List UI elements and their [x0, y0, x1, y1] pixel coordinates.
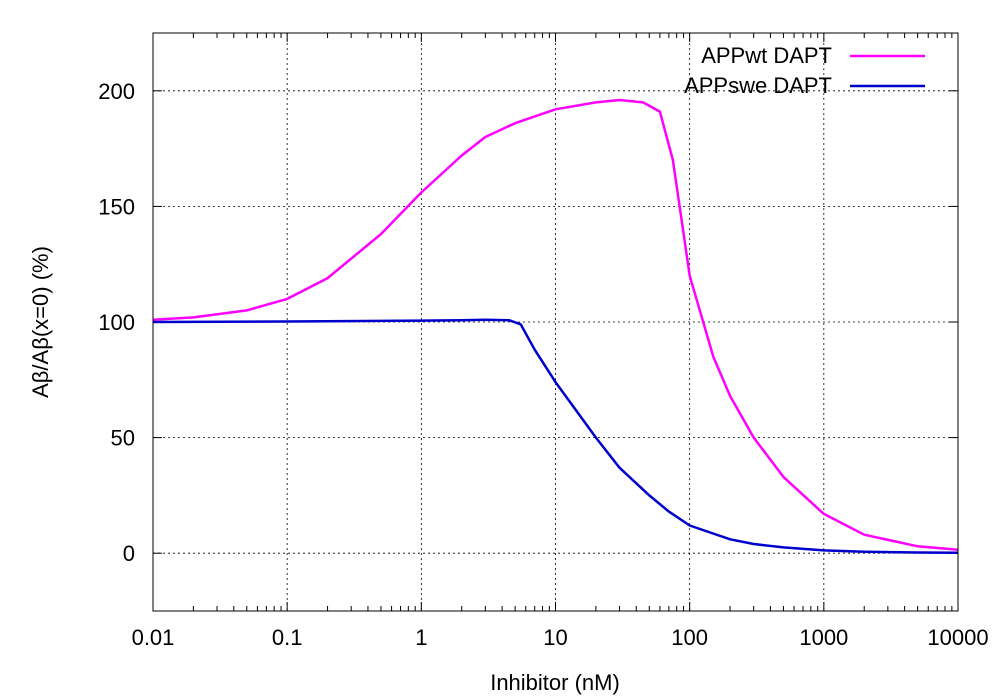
legend-label-appswe: APPswe DAPT — [684, 73, 832, 98]
y-tick-label: 100 — [98, 310, 135, 335]
y-axis-label: Aβ/Aβ(x=0) (%) — [28, 246, 53, 398]
legend-label-appwt: APPwt DAPT — [701, 43, 832, 68]
legend-entry-appwt: APPwt DAPT — [701, 43, 925, 68]
x-tick-label: 10 — [543, 625, 567, 650]
y-tick-label: 150 — [98, 194, 135, 219]
plot-frame — [152, 32, 959, 612]
y-tick-label: 0 — [123, 541, 135, 566]
x-tick-label: 1 — [415, 625, 427, 650]
series-line-appswe — [152, 318, 959, 554]
x-tick-label: 100 — [671, 625, 708, 650]
series-line-appwt — [152, 98, 959, 551]
y-tick-label: 50 — [111, 426, 135, 451]
series-layer — [152, 98, 959, 554]
legend: APPwt DAPT APPswe DAPT — [684, 43, 925, 98]
x-axis-label: Inhibitor (nM) — [490, 670, 620, 695]
x-tick-label: 1000 — [799, 625, 848, 650]
y-tick-label: 200 — [98, 79, 135, 104]
tick-labels: 0.01 0.1 1 10 100 1000 10000 0 50 100 150 200 — [98, 79, 988, 650]
x-tick-label: 0.1 — [272, 625, 303, 650]
x-tick-label: 10000 — [927, 625, 988, 650]
x-tick-label: 0.01 — [132, 625, 175, 650]
legend-entry-appswe: APPswe DAPT — [684, 73, 925, 98]
